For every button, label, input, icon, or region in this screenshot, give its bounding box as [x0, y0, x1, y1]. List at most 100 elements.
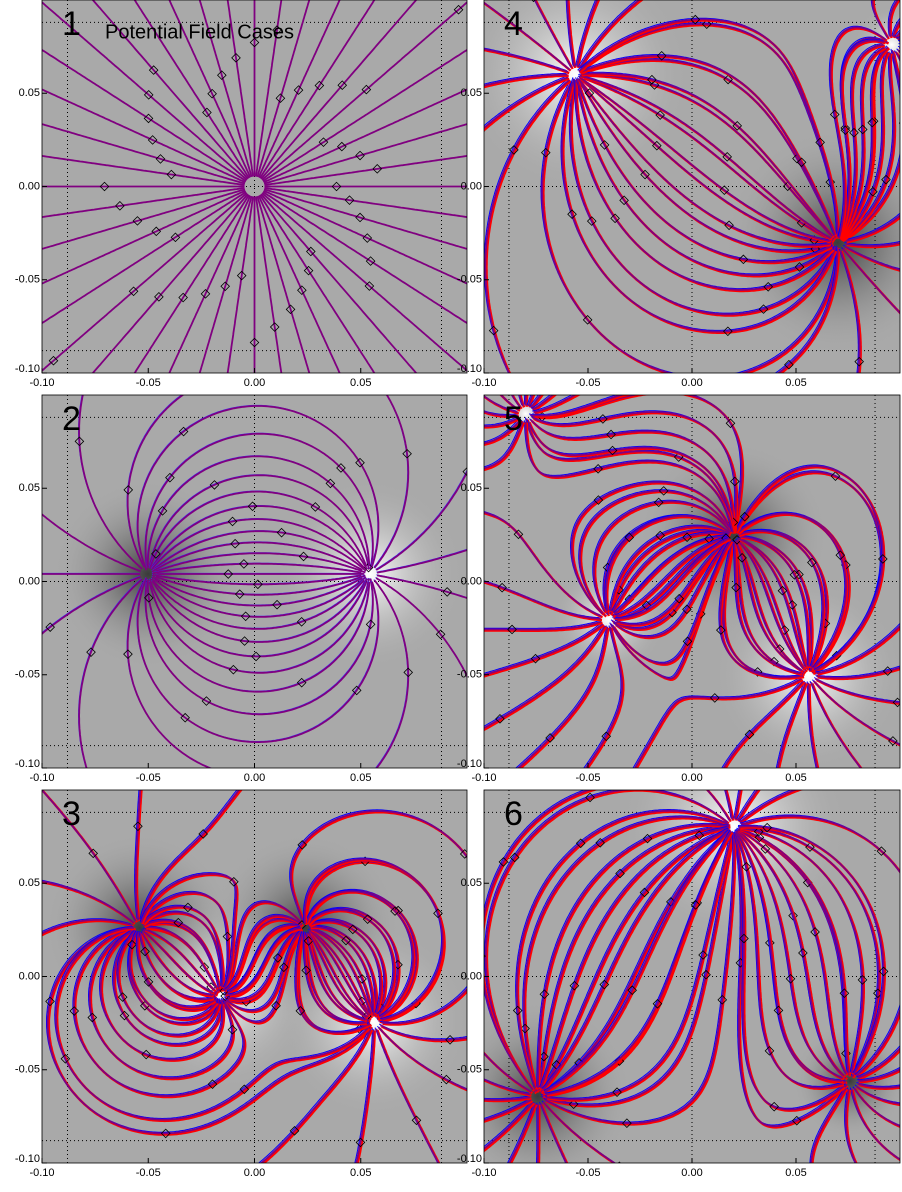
seed-marker [306, 246, 316, 257]
x-tick-label: -0.05 [575, 772, 600, 784]
seed-marker [701, 19, 712, 29]
field-line [737, 828, 847, 1075]
field-line-blue [515, 625, 607, 768]
y-tick-label: 0.05 [461, 877, 482, 889]
seed-marker [509, 145, 519, 155]
field-line [151, 578, 368, 643]
field-line [814, 677, 900, 704]
field-line [842, 248, 900, 315]
field-line-red [779, 251, 840, 373]
seed-marker [143, 113, 154, 124]
field-line-blue [42, 918, 132, 933]
field-line [260, 1028, 372, 1163]
field-line-blue [484, 75, 567, 127]
seed-marker [653, 497, 664, 508]
field-line [738, 826, 864, 1074]
seed-marker [99, 181, 110, 192]
field-line [148, 579, 368, 658]
field-line [375, 470, 467, 571]
field-line [150, 578, 365, 630]
field-line [136, 932, 215, 1009]
seed-marker [361, 84, 372, 95]
field-line-red [840, 50, 888, 242]
field-line [517, 626, 609, 768]
field-line-red [840, 47, 886, 241]
field-line [525, 418, 734, 530]
field-line [741, 535, 813, 671]
field-line [42, 123, 246, 185]
x-tick-label: -0.05 [136, 1167, 161, 1179]
field-line-red [546, 831, 734, 1097]
y-tick-label: -0.05 [15, 1064, 40, 1076]
field-line [511, 395, 522, 409]
seed-marker [269, 322, 280, 332]
field-line-blue [506, 1102, 535, 1163]
field-line [73, 927, 245, 1097]
seed-marker [878, 966, 889, 977]
field-line-blue [894, 29, 900, 37]
field-line [308, 929, 370, 1016]
seed-marker [849, 127, 859, 138]
field-line-blue [575, 0, 596, 66]
field-line [582, 58, 837, 238]
seed-marker [497, 582, 507, 593]
seed-marker [227, 516, 238, 527]
seed-marker [690, 14, 701, 25]
field-line-blue [226, 927, 301, 999]
seed-marker [143, 977, 154, 987]
field-line [739, 825, 885, 1075]
field-line [146, 579, 371, 693]
field-line-red [735, 790, 743, 821]
magnetic-blob [53, 479, 244, 670]
field-line [845, 214, 900, 242]
panel-label: 6 [504, 795, 523, 833]
field-line [844, 245, 900, 271]
field-line-blue [839, 50, 887, 239]
seed-marker [495, 714, 505, 724]
field-line [853, 1087, 900, 1127]
field-line [260, 193, 418, 373]
seed-marker [223, 569, 234, 579]
field-line [612, 540, 732, 665]
field-line-red [484, 417, 521, 429]
seed-marker [796, 157, 807, 168]
field-line [311, 931, 372, 1018]
seed-marker [273, 953, 283, 963]
seed-marker [364, 281, 375, 291]
panel-label: 4 [504, 5, 523, 43]
field-line-red [615, 540, 733, 640]
field-line [256, 0, 311, 178]
field-line-blue [484, 619, 601, 629]
field-line [290, 810, 467, 921]
seed-marker [737, 553, 747, 563]
x-tick-label: -0.05 [575, 377, 600, 389]
field-line [308, 920, 382, 1014]
field-line [99, 929, 224, 1061]
field-line-blue [856, 1045, 900, 1078]
field-line [739, 541, 807, 672]
seed-marker [151, 549, 161, 559]
field-line [117, 930, 220, 1037]
field-line [812, 680, 900, 746]
field-line [484, 73, 568, 87]
seed-marker [207, 88, 217, 99]
field-line-blue [565, 0, 574, 66]
seed-marker [271, 1000, 281, 1011]
seed-marker [698, 950, 708, 960]
field-line-blue [139, 790, 238, 920]
seed-marker [209, 480, 220, 490]
seed-marker [276, 527, 287, 538]
field-line [739, 790, 798, 823]
field-line-blue [735, 790, 756, 820]
field-line-blue [523, 395, 526, 405]
field-line [264, 155, 467, 186]
seed-marker [719, 185, 730, 195]
seed-marker [297, 285, 307, 296]
y-tick-label: 0.00 [461, 970, 482, 982]
field-line [561, 78, 836, 333]
seed-marker [682, 636, 693, 647]
field-line-red [612, 542, 730, 631]
field-line [533, 395, 625, 417]
seed-marker [835, 550, 846, 560]
field-line [484, 620, 602, 631]
